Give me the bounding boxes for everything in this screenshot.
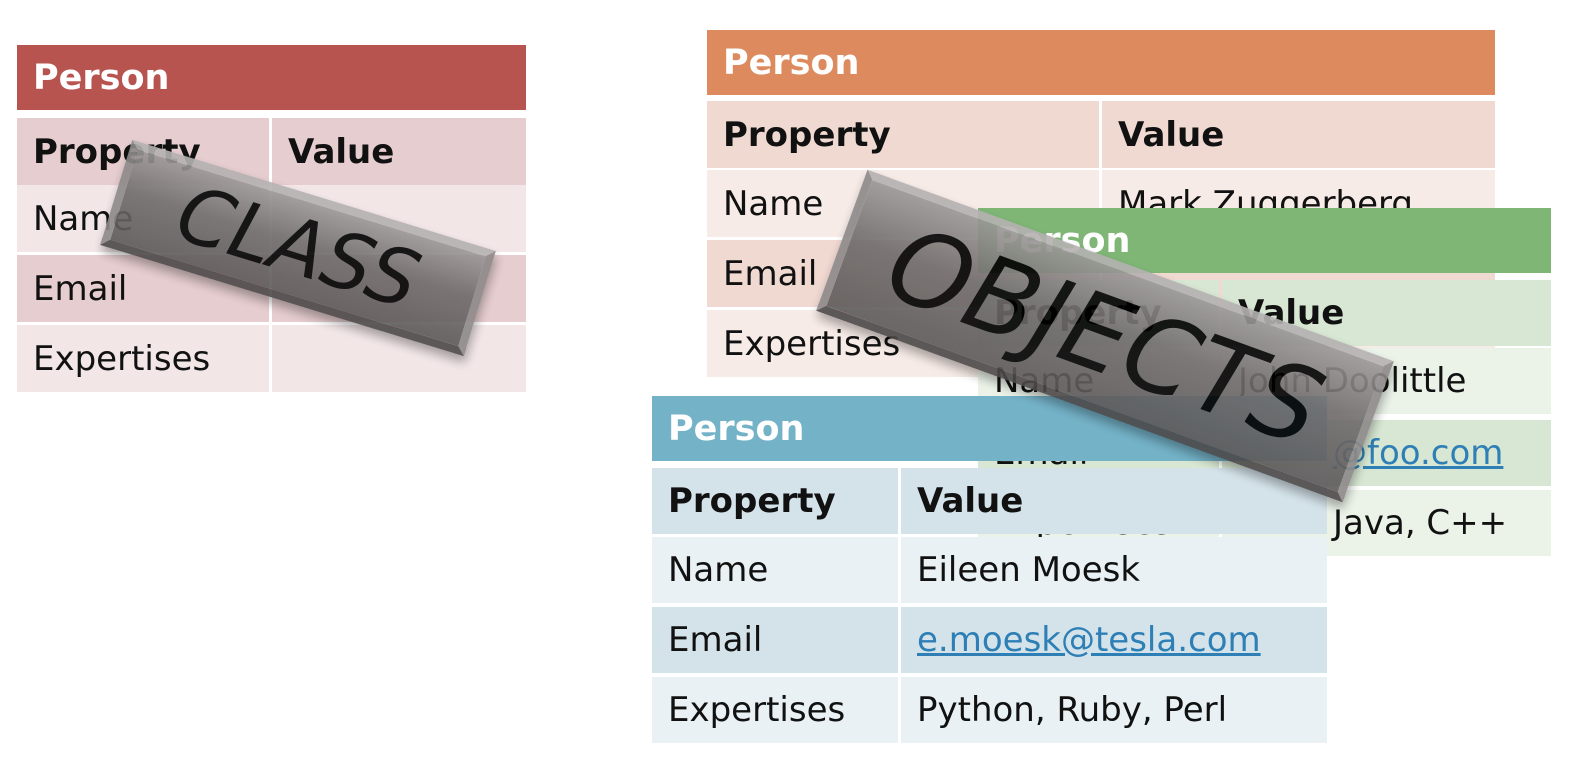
- property-cell: Expertises: [17, 325, 269, 392]
- table-title: Person: [17, 45, 526, 110]
- property-cell: Name: [652, 537, 898, 603]
- column-header: Value: [901, 468, 1327, 534]
- property-cell: Email: [652, 607, 898, 673]
- column-header: Value: [272, 118, 526, 185]
- value-cell: Eileen Moesk: [901, 537, 1327, 603]
- property-cell: Email: [17, 255, 269, 322]
- column-header: Value: [1102, 101, 1495, 168]
- column-header: Property: [652, 468, 898, 534]
- table-title: Person: [707, 30, 1495, 95]
- property-cell: Expertises: [652, 677, 898, 743]
- email-link[interactable]: e.moesk@tesla.com: [901, 607, 1327, 673]
- column-header: Property: [707, 101, 1099, 168]
- value-cell: Python, Ruby, Perl: [901, 677, 1327, 743]
